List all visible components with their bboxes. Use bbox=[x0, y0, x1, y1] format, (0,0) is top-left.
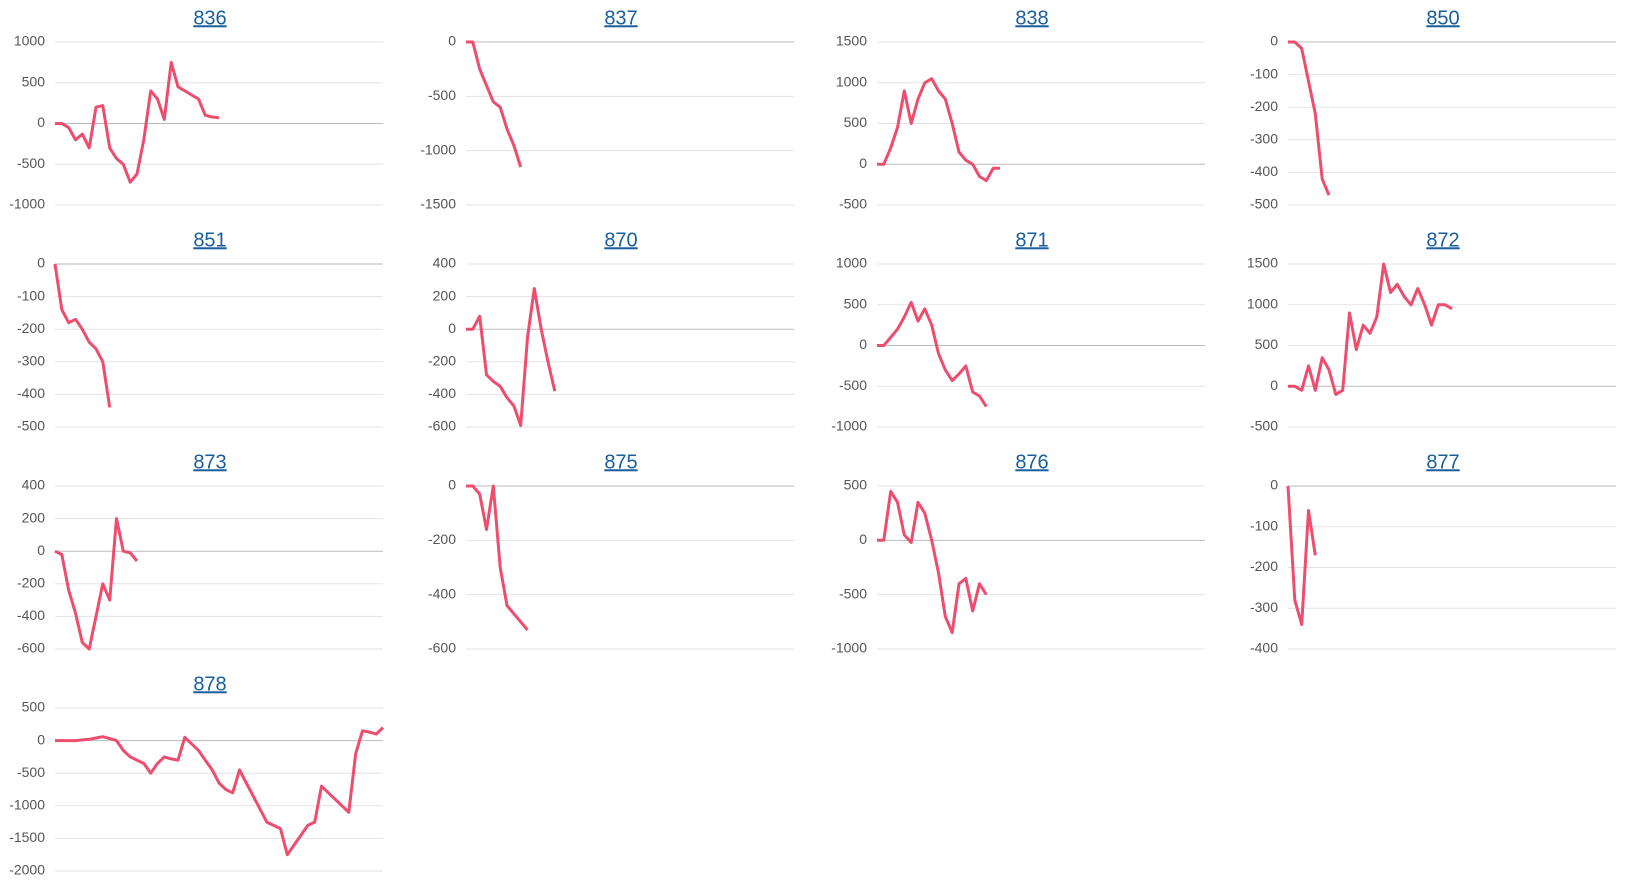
y-tick-label: 400 bbox=[22, 477, 46, 493]
y-tick-label: -1000 bbox=[420, 141, 456, 157]
y-tick-label: 0 bbox=[859, 155, 867, 171]
y-tick-label: -500 bbox=[839, 377, 867, 393]
y-tick-label: -400 bbox=[1250, 163, 1278, 179]
y-tick-label: -500 bbox=[1250, 196, 1278, 212]
y-tick-label: 0 bbox=[859, 531, 867, 547]
y-tick-label: 500 bbox=[1255, 336, 1279, 352]
y-tick-label: -400 bbox=[17, 385, 45, 401]
y-tick-label: 200 bbox=[433, 287, 457, 303]
chart-title[interactable]: 878 bbox=[193, 673, 226, 695]
y-tick-label: -500 bbox=[839, 585, 867, 601]
chart-title[interactable]: 872 bbox=[1426, 229, 1459, 251]
y-tick-label: -100 bbox=[17, 287, 45, 303]
y-tick-label: 0 bbox=[37, 542, 45, 558]
y-tick-label: 0 bbox=[448, 477, 456, 493]
y-tick-label: -200 bbox=[428, 531, 456, 547]
y-tick-label: -1000 bbox=[831, 640, 867, 656]
y-tick-label: -200 bbox=[1250, 558, 1278, 574]
data-line bbox=[53, 263, 112, 408]
y-tick-label: -1500 bbox=[420, 196, 456, 212]
chart-title[interactable]: 850 bbox=[1426, 7, 1459, 29]
y-tick-label: -1000 bbox=[9, 196, 45, 212]
chart-title[interactable]: 875 bbox=[604, 451, 637, 473]
y-tick-label: -300 bbox=[17, 353, 45, 369]
y-tick-label: 200 bbox=[22, 509, 46, 525]
y-tick-label: -200 bbox=[17, 320, 45, 336]
y-tick-label: -500 bbox=[1250, 418, 1278, 434]
y-tick-label: 500 bbox=[844, 295, 868, 311]
y-tick-label: 500 bbox=[22, 73, 46, 89]
y-tick-label: -400 bbox=[17, 607, 45, 623]
data-line bbox=[1288, 262, 1453, 396]
chart-title[interactable]: 876 bbox=[1015, 451, 1048, 473]
chart-title[interactable]: 851 bbox=[193, 229, 226, 251]
y-tick-label: -1000 bbox=[9, 797, 45, 813]
y-tick-label: -300 bbox=[1250, 599, 1278, 615]
y-tick-label: -400 bbox=[428, 385, 456, 401]
data-line bbox=[877, 300, 988, 408]
data-line bbox=[466, 484, 529, 631]
chart-title[interactable]: 877 bbox=[1426, 451, 1459, 473]
chart-title[interactable]: 838 bbox=[1015, 7, 1048, 29]
y-tick-label: 0 bbox=[859, 336, 867, 352]
y-tick-label: -1500 bbox=[9, 829, 45, 845]
y-tick-label: -500 bbox=[17, 418, 45, 434]
y-tick-label: -300 bbox=[1250, 131, 1278, 147]
y-tick-label: 500 bbox=[844, 477, 868, 493]
y-tick-label: 400 bbox=[433, 255, 457, 271]
y-tick-label: 1500 bbox=[1247, 255, 1278, 271]
data-line bbox=[466, 287, 557, 427]
chart-title[interactable]: 873 bbox=[193, 451, 226, 473]
y-tick-label: -200 bbox=[17, 575, 45, 591]
data-line bbox=[55, 60, 220, 184]
y-tick-label: -600 bbox=[428, 418, 456, 434]
y-tick-label: -500 bbox=[17, 764, 45, 780]
data-line bbox=[877, 489, 988, 635]
y-tick-label: 500 bbox=[844, 114, 868, 130]
data-line bbox=[1286, 485, 1317, 626]
chart-title[interactable]: 870 bbox=[604, 229, 637, 251]
y-tick-label: -200 bbox=[428, 353, 456, 369]
y-tick-label: -600 bbox=[17, 640, 45, 656]
y-tick-label: 0 bbox=[448, 33, 456, 49]
y-tick-label: -1000 bbox=[831, 418, 867, 434]
y-tick-label: 1000 bbox=[1247, 295, 1278, 311]
y-tick-label: 0 bbox=[37, 114, 45, 130]
chart-title[interactable]: 871 bbox=[1015, 229, 1048, 251]
chart-title[interactable]: 837 bbox=[604, 7, 637, 29]
y-tick-label: 500 bbox=[22, 699, 46, 715]
y-tick-label: -200 bbox=[1250, 98, 1278, 114]
y-tick-label: 0 bbox=[1270, 477, 1278, 493]
chart-title[interactable]: 836 bbox=[193, 7, 226, 29]
y-tick-label: -500 bbox=[428, 87, 456, 103]
y-tick-label: -100 bbox=[1250, 517, 1278, 533]
y-tick-label: 0 bbox=[1270, 33, 1278, 49]
y-tick-label: -2000 bbox=[9, 862, 45, 878]
y-tick-label: -600 bbox=[428, 640, 456, 656]
y-tick-label: 1000 bbox=[836, 73, 867, 89]
y-tick-label: -400 bbox=[428, 585, 456, 601]
y-tick-label: -500 bbox=[17, 155, 45, 171]
y-tick-label: 0 bbox=[37, 255, 45, 271]
y-tick-label: 0 bbox=[448, 320, 456, 336]
y-tick-label: 0 bbox=[37, 731, 45, 747]
y-tick-label: 0 bbox=[1270, 377, 1278, 393]
y-tick-label: 1000 bbox=[836, 255, 867, 271]
y-tick-label: -500 bbox=[839, 196, 867, 212]
y-tick-label: 1000 bbox=[14, 33, 45, 49]
y-tick-label: -400 bbox=[1250, 640, 1278, 656]
y-tick-label: 1500 bbox=[836, 33, 867, 49]
data-line bbox=[1288, 40, 1331, 196]
data-line bbox=[54, 517, 139, 651]
data-line bbox=[55, 726, 385, 857]
y-tick-label: -100 bbox=[1250, 65, 1278, 81]
data-line bbox=[466, 40, 523, 168]
data-line bbox=[877, 77, 1000, 183]
